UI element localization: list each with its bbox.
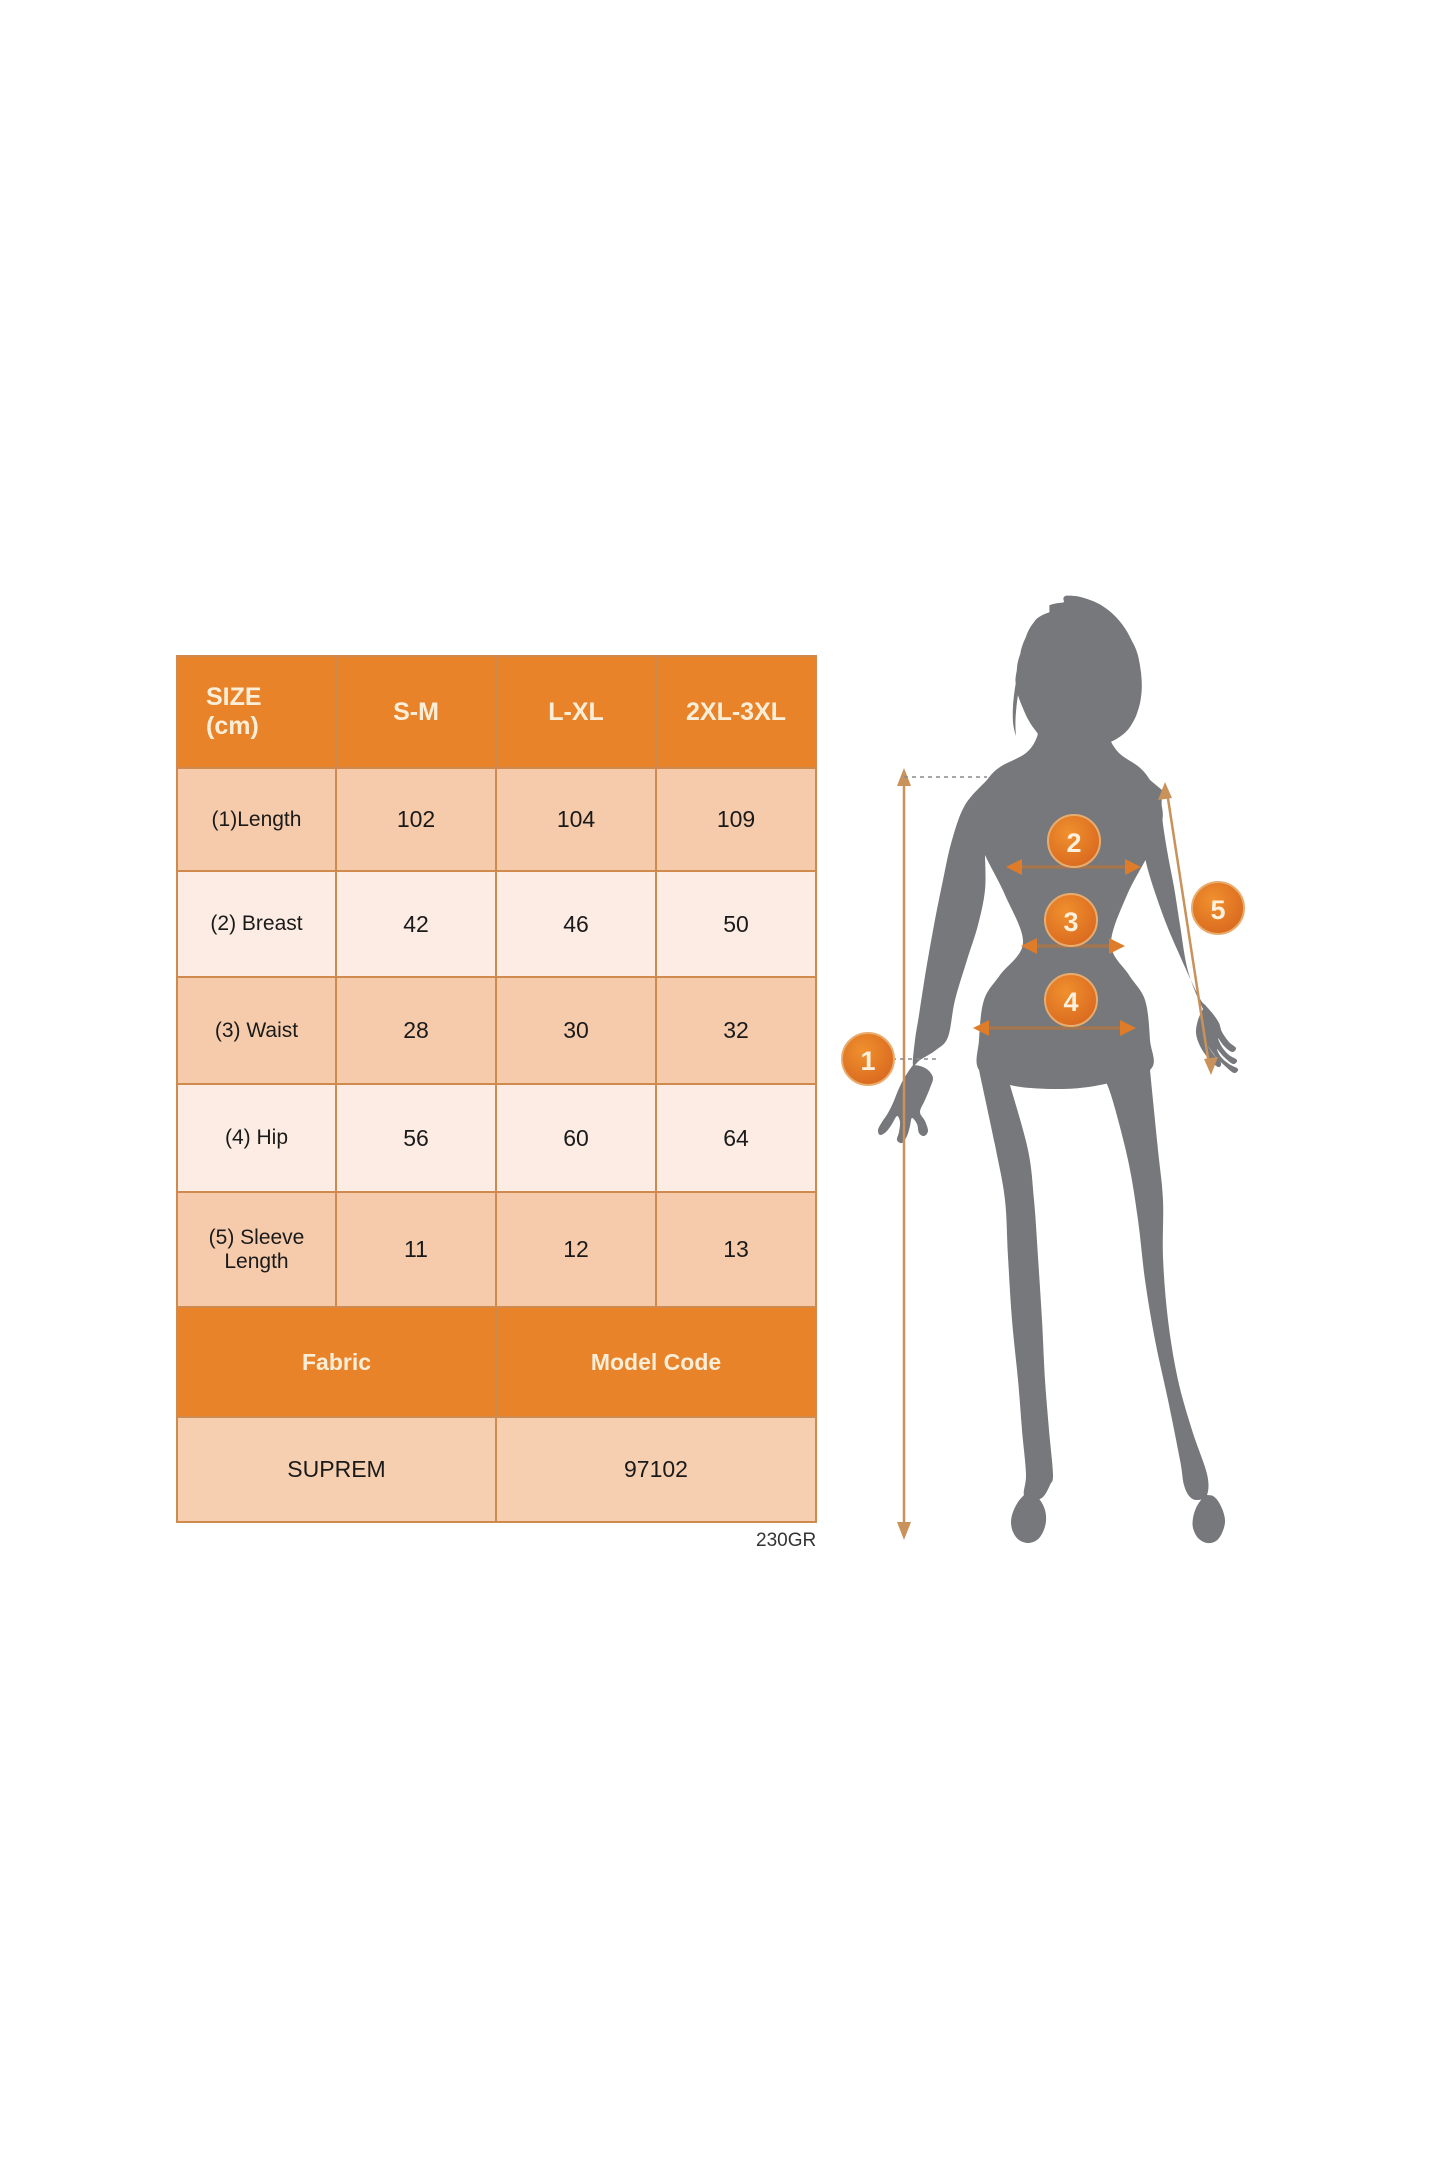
svg-text:4: 4 [1063,987,1078,1017]
svg-text:5: 5 [1210,895,1225,925]
svg-text:1: 1 [860,1046,875,1076]
svg-text:2: 2 [1066,828,1081,858]
svg-text:3: 3 [1063,907,1078,937]
